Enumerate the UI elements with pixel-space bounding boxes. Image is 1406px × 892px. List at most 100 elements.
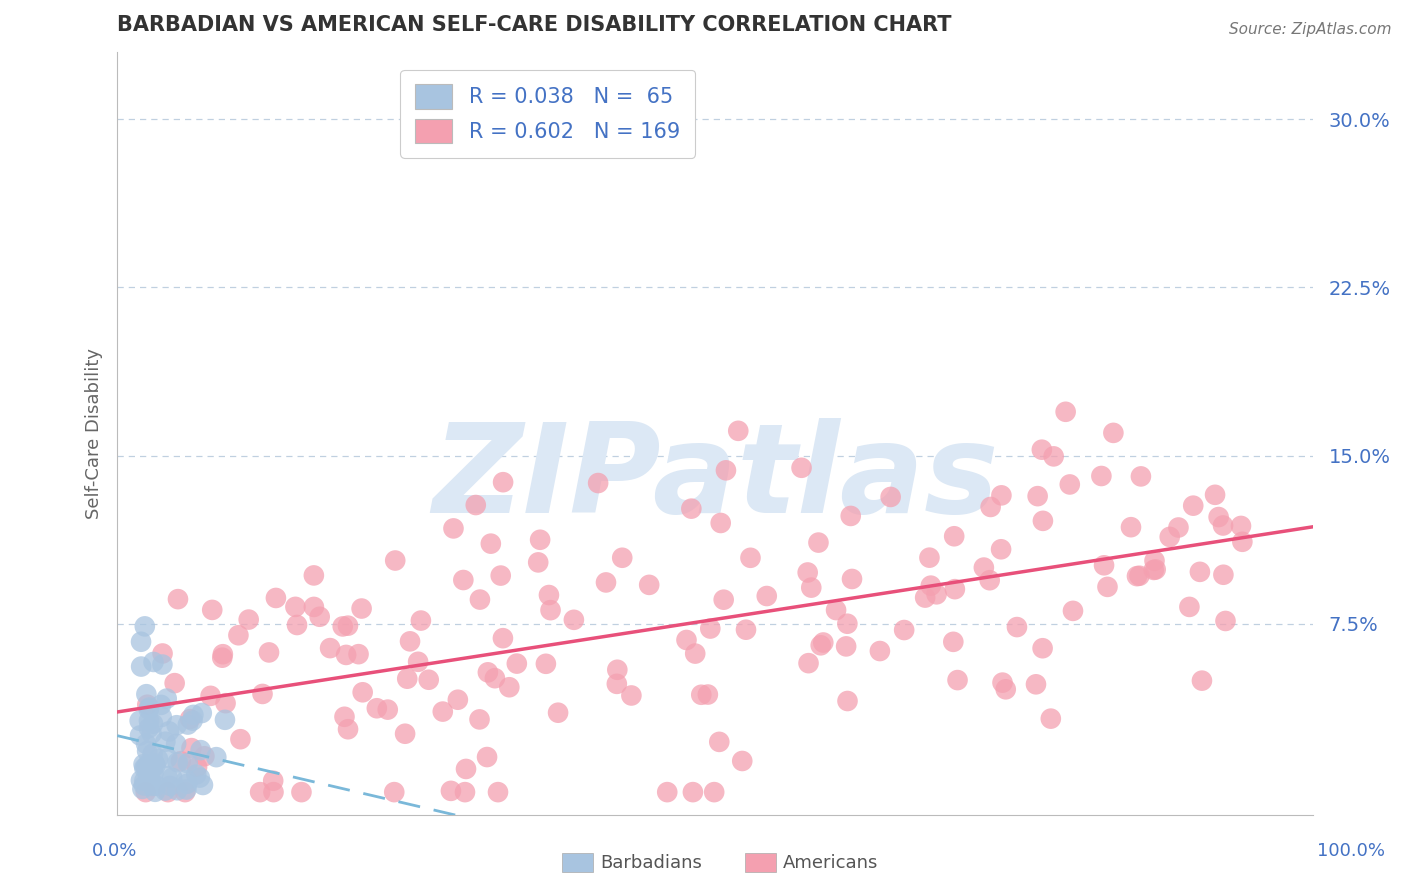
Point <box>141 761 163 775</box>
Point <box>1215 614 1237 628</box>
Point <box>138 714 160 728</box>
Text: Americans: Americans <box>783 854 879 871</box>
Point <box>406 655 429 669</box>
Point <box>394 727 416 741</box>
Point <box>134 761 156 775</box>
Point <box>156 785 179 799</box>
Point <box>675 632 697 647</box>
Point <box>837 616 859 631</box>
Point <box>142 655 165 669</box>
Point <box>1212 518 1234 533</box>
Point <box>131 781 153 796</box>
Point <box>454 785 477 799</box>
Y-axis label: Self-Care Disability: Self-Care Disability <box>86 348 103 518</box>
Point <box>336 618 359 632</box>
Point <box>1026 489 1049 503</box>
Point <box>703 785 725 799</box>
Point <box>152 657 174 672</box>
Point <box>186 767 208 781</box>
Point <box>138 721 160 735</box>
Point <box>727 424 749 438</box>
Point <box>211 647 233 661</box>
Point <box>333 710 356 724</box>
Point <box>547 706 569 720</box>
Point <box>135 737 157 751</box>
Point <box>205 750 228 764</box>
Point <box>238 613 260 627</box>
Point <box>418 673 440 687</box>
Point <box>735 623 758 637</box>
Point <box>134 619 156 633</box>
Point <box>200 689 222 703</box>
Point <box>1167 520 1189 534</box>
Point <box>1090 469 1112 483</box>
Point <box>214 696 236 710</box>
Point <box>980 500 1002 514</box>
Point <box>409 614 432 628</box>
Point <box>302 568 325 582</box>
Point <box>837 694 859 708</box>
Point <box>562 613 585 627</box>
Point <box>1208 510 1230 524</box>
Point <box>229 732 252 747</box>
Point <box>284 599 307 614</box>
Point <box>167 592 190 607</box>
Point <box>190 743 212 757</box>
Point <box>263 785 285 799</box>
Point <box>1212 567 1234 582</box>
Point <box>796 566 818 580</box>
Point <box>188 771 211 785</box>
Point <box>800 581 823 595</box>
Point <box>699 622 721 636</box>
Point <box>176 777 198 791</box>
Text: Barbadians: Barbadians <box>600 854 702 871</box>
Point <box>595 575 617 590</box>
Point <box>186 760 208 774</box>
Point <box>384 553 406 567</box>
Point <box>214 713 236 727</box>
Point <box>1054 405 1077 419</box>
Point <box>201 603 224 617</box>
Point <box>681 501 703 516</box>
Point <box>141 777 163 791</box>
Point <box>146 752 169 766</box>
Point <box>713 592 735 607</box>
Point <box>432 705 454 719</box>
Point <box>825 603 848 617</box>
Point <box>129 659 152 673</box>
Point <box>191 778 214 792</box>
Point <box>755 589 778 603</box>
Point <box>1182 499 1205 513</box>
Point <box>136 768 159 782</box>
Point <box>134 773 156 788</box>
Point <box>141 727 163 741</box>
Point <box>1025 677 1047 691</box>
Point <box>1005 620 1028 634</box>
Point <box>1059 477 1081 491</box>
Text: Source: ZipAtlas.com: Source: ZipAtlas.com <box>1229 22 1392 37</box>
Point <box>257 645 280 659</box>
Point <box>138 700 160 714</box>
Point <box>657 785 679 799</box>
Legend: R = 0.038   N =  65, R = 0.602   N = 169: R = 0.038 N = 65, R = 0.602 N = 169 <box>401 70 695 158</box>
Point <box>893 623 915 637</box>
Point <box>979 573 1001 587</box>
Point <box>129 773 152 788</box>
Point <box>1097 580 1119 594</box>
Point <box>1032 641 1054 656</box>
Point <box>489 568 512 582</box>
Point <box>1188 565 1211 579</box>
Point <box>918 550 941 565</box>
Point <box>990 542 1012 557</box>
Point <box>475 750 498 764</box>
Point <box>163 676 186 690</box>
Point <box>399 634 422 648</box>
Point <box>335 648 357 662</box>
Point <box>382 785 405 799</box>
Point <box>714 463 737 477</box>
Point <box>157 724 180 739</box>
Point <box>347 647 370 661</box>
Point <box>1062 604 1084 618</box>
Point <box>1128 568 1150 582</box>
Point <box>156 691 179 706</box>
